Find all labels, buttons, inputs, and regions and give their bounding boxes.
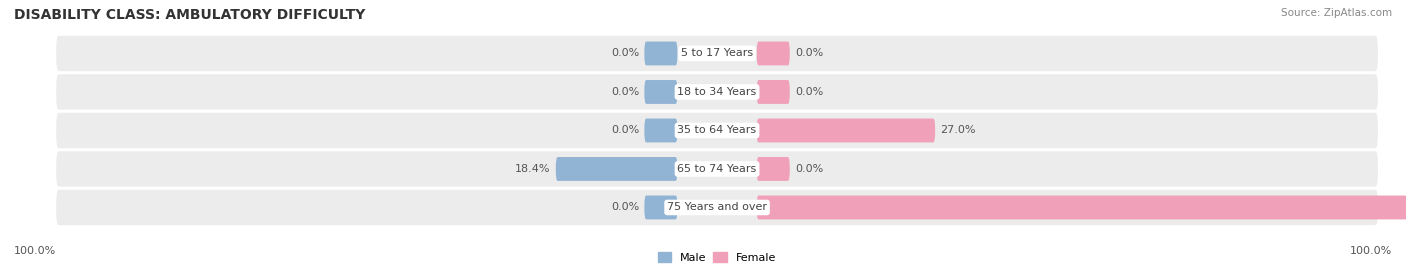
FancyBboxPatch shape (756, 119, 935, 142)
Text: 100.0%: 100.0% (14, 246, 56, 256)
FancyBboxPatch shape (555, 157, 678, 181)
FancyBboxPatch shape (644, 119, 678, 142)
FancyBboxPatch shape (756, 157, 790, 181)
FancyBboxPatch shape (756, 80, 790, 104)
FancyBboxPatch shape (56, 190, 1378, 225)
FancyBboxPatch shape (56, 74, 1378, 110)
Text: 0.0%: 0.0% (794, 164, 824, 174)
FancyBboxPatch shape (56, 36, 1378, 71)
Text: 5 to 17 Years: 5 to 17 Years (681, 48, 754, 58)
Text: DISABILITY CLASS: AMBULATORY DIFFICULTY: DISABILITY CLASS: AMBULATORY DIFFICULTY (14, 8, 366, 22)
Text: 0.0%: 0.0% (794, 87, 824, 97)
FancyBboxPatch shape (756, 41, 790, 65)
Text: 65 to 74 Years: 65 to 74 Years (678, 164, 756, 174)
Text: 18 to 34 Years: 18 to 34 Years (678, 87, 756, 97)
Text: 0.0%: 0.0% (610, 48, 640, 58)
Text: 0.0%: 0.0% (610, 203, 640, 213)
FancyBboxPatch shape (56, 151, 1378, 187)
Text: 0.0%: 0.0% (610, 125, 640, 136)
FancyBboxPatch shape (644, 41, 678, 65)
FancyBboxPatch shape (644, 80, 678, 104)
Text: 27.0%: 27.0% (941, 125, 976, 136)
Text: 100.0%: 100.0% (1350, 246, 1392, 256)
FancyBboxPatch shape (644, 196, 678, 220)
Text: 0.0%: 0.0% (610, 87, 640, 97)
Text: 18.4%: 18.4% (515, 164, 551, 174)
Text: 35 to 64 Years: 35 to 64 Years (678, 125, 756, 136)
Text: 0.0%: 0.0% (794, 48, 824, 58)
FancyBboxPatch shape (756, 196, 1406, 220)
Legend: Male, Female: Male, Female (655, 249, 779, 266)
Text: 75 Years and over: 75 Years and over (666, 203, 768, 213)
Text: Source: ZipAtlas.com: Source: ZipAtlas.com (1281, 8, 1392, 18)
FancyBboxPatch shape (56, 113, 1378, 148)
